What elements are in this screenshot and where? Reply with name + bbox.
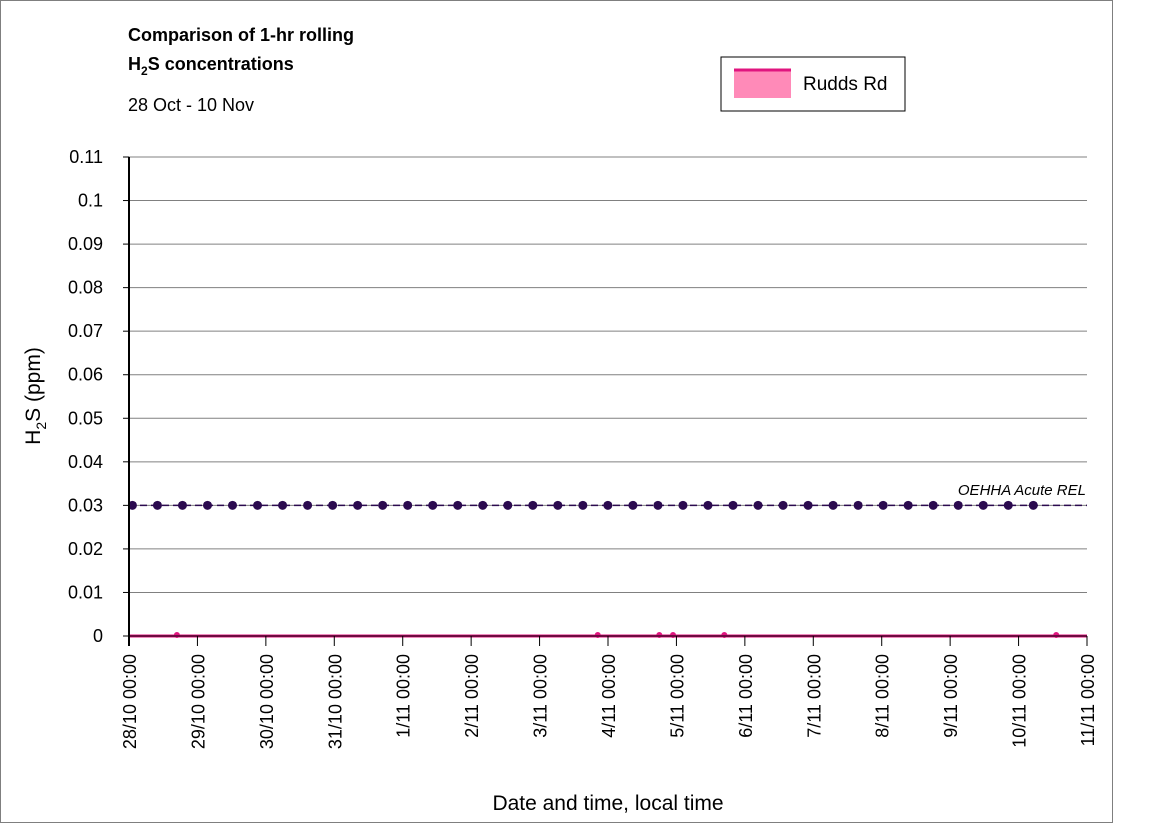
x-tick-label-1: 29/10 00:00 [188,654,208,749]
rel-marker [603,500,613,510]
y-axis-title: H2S (ppm) [22,347,49,445]
rudds-rd-spike [594,632,601,638]
rel-marker [378,500,388,510]
axes [123,156,1088,646]
rel-marker [528,500,538,510]
chart-title-line-1: Comparison of 1-hr rolling [128,25,354,45]
legend-swatch-rudds-rd [734,69,791,98]
x-tick-label-11: 8/11 00:00 [873,654,893,738]
rel-marker [953,500,963,510]
x-tick-label-0: 28/10 00:00 [120,654,140,749]
y-tick-label-11: 0.11 [69,147,103,167]
rel-marker [453,500,463,510]
rel-marker [1028,500,1038,510]
y-tick-labels: 0 0.01 0.02 0.03 0.04 0.05 0.06 0.07 0.08 0.09 0.1… [68,147,103,646]
x-tick-label-13: 10/11 00:00 [1010,654,1030,748]
rel-marker [152,500,162,510]
rel-marker [753,500,763,510]
rel-marker [202,500,212,510]
rudds-rd-spike [1053,632,1060,638]
y-tick-label-1: 0.01 [68,582,103,602]
y-tick-label-4: 0.04 [68,452,103,472]
rel-marker [728,500,738,510]
rel-marker [478,500,488,510]
x-tick-label-5: 2/11 00:00 [462,654,482,738]
rel-marker [127,500,137,510]
x-tick-label-3: 31/10 00:00 [325,654,345,749]
rudds-rd-spike [670,632,677,638]
x-tick-label-8: 5/11 00:00 [667,654,687,738]
y-tick-label-2: 0.02 [68,539,103,559]
y-tick-label-8: 0.08 [68,278,103,298]
x-tick-labels: 28/10 00:00 29/10 00:00 30/10 00:00 31/10 0… [120,654,1098,749]
rel-marker [1003,500,1013,510]
rel-marker [678,500,688,510]
chart-frame [0,0,1113,823]
y-tick-label-3: 0.03 [68,495,103,515]
rel-marker [903,500,913,510]
rel-marker [503,500,513,510]
rel-marker [628,500,638,510]
rel-marker [653,500,663,510]
rel-marker [553,500,563,510]
x-tick-label-6: 3/11 00:00 [531,654,551,738]
y-tick-label-7: 0.07 [68,321,103,341]
legend-label-rudds-rd: Rudds Rd [803,74,888,95]
x-axis-title: Date and time, local time [492,792,723,815]
x-tick-label-4: 1/11 00:00 [394,654,414,738]
x-tick-label-12: 9/11 00:00 [941,654,961,738]
rel-marker [253,500,263,510]
rel-marker [878,500,888,510]
legend: Rudds Rd [720,56,906,112]
x-tick-label-2: 30/10 00:00 [257,654,277,749]
y-tick-label-0: 0 [93,626,103,646]
rel-marker [353,500,363,510]
rel-marker [428,500,438,510]
rel-marker [803,500,813,510]
annotation-oehha-acute-rel: OEHHA Acute REL [958,482,1086,499]
chart-title-line-2: H2S concentrations [128,54,294,78]
y-tick-label-10: 0.1 [78,191,103,211]
rel-marker [403,500,413,510]
y-tick-label-5: 0.05 [68,408,103,428]
rel-marker [928,500,938,510]
y-tick-label-6: 0.06 [68,365,103,385]
rudds-rd-spike [656,632,663,638]
y-tick-label-9: 0.09 [68,234,103,254]
rel-marker [853,500,863,510]
rudds-rd-spike [173,632,180,638]
x-tick-label-7: 4/11 00:00 [599,654,619,738]
rel-marker [578,500,588,510]
chart-subtitle: 28 Oct - 10 Nov [128,95,254,115]
rudds-rd-spike [721,632,728,638]
rel-marker [828,500,838,510]
rel-marker [177,500,187,510]
rel-marker [303,500,313,510]
gridlines [129,156,1087,593]
rel-marker [328,500,338,510]
x-tick-label-14: 11/11 00:00 [1078,654,1098,746]
rel-marker [703,500,713,510]
rel-marker [778,500,788,510]
rel-marker [228,500,238,510]
x-tick-label-9: 6/11 00:00 [736,654,756,738]
rel-marker [278,500,288,510]
rel-marker [978,500,988,510]
x-tick-label-10: 7/11 00:00 [804,654,824,738]
series-layer [127,500,1087,638]
